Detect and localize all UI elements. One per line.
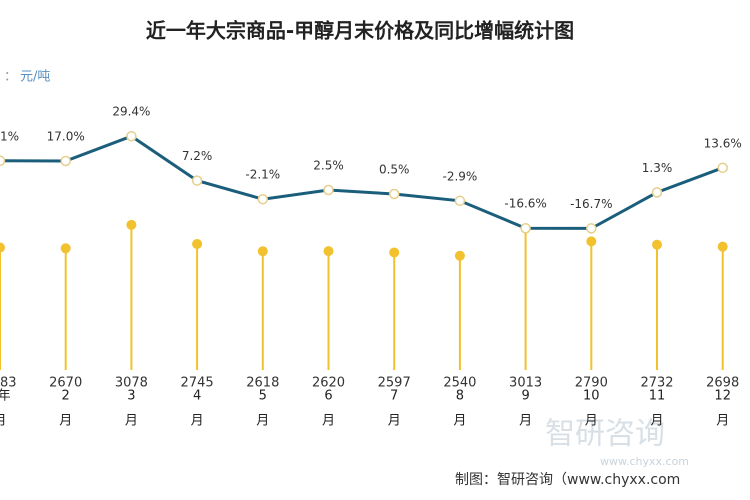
x-tick-label: 5 [259,389,267,404]
lollipop-dot [0,242,5,253]
growth-label: 1.3% [642,161,673,175]
growth-dot [257,193,269,205]
x-tick-label: 3 [127,389,135,404]
price-label: 2745 [181,376,214,391]
price-label: 2683 [0,376,17,391]
growth-dot [717,162,728,174]
price-label: 2670 [49,376,82,391]
lollipop-dot [389,247,400,258]
lollipop-dot [586,236,597,247]
x-tick-label: 2 [62,389,70,404]
growth-label: 0.5% [379,163,410,177]
chart-title: 近一年大宗商品-甲醇月末价格及同比增幅统计图 [146,19,574,43]
x-tick-label: 月 [191,414,204,429]
price-label: 2790 [575,376,608,391]
price-label: 2597 [378,376,411,391]
growth-label: -16.6% [504,197,546,211]
x-tick-label: 月 [519,414,532,429]
growth-label: 2.5% [313,159,344,173]
growth-dot [520,222,531,234]
growth-label: 17.0% [47,130,85,144]
price-label: 2540 [443,376,476,391]
x-tick-label: 12 [714,389,731,404]
x-tick-label: 月 [125,414,138,429]
colon: ： [4,70,17,85]
x-tick-label: 7 [390,389,398,404]
source: 制图：智研咨询（www.chyxx.com [455,472,680,488]
x-tick-label: 月 [453,414,466,429]
x-tick-label: 月 [388,414,401,429]
lollipop-dot [192,238,203,249]
growth-dot [586,223,597,234]
x-tick-label: 6 [324,389,332,404]
growth-dot [126,130,137,142]
growth-line [0,134,724,230]
x-tick-label: 月 [585,414,598,429]
x-tick-label: 10 [583,389,600,404]
x-tick-label: 2年 [0,389,11,404]
x-tick-label: 月 [650,414,663,429]
x-tick-label: 9 [521,389,529,404]
growth-dot [454,195,466,207]
price-label: 2620 [312,376,345,391]
growth-label: 7.2% [182,149,213,163]
lollipop-dot [126,219,137,230]
x-tick-label: 4 [193,389,201,404]
price-label: 3013 [509,376,542,391]
growth-dot [60,155,71,167]
x-tick-label: 8 [456,389,464,404]
lollipop-dot [454,250,465,261]
x-tick-label: 月 [256,414,269,429]
watermark-url: www.chyxx.com [600,455,689,468]
growth-label: 17.1% [0,129,19,143]
unit-label: 元/吨 [20,70,50,85]
growth-label: 29.4% [112,105,150,119]
price-label: 2618 [246,376,279,391]
lollipop-dot [323,246,334,257]
lollipop-dot [717,241,728,252]
x-tick-label: 月 [59,414,72,429]
growth-label: 13.6% [704,136,742,150]
growth-label: -2.1% [245,168,280,182]
lollipop-dot [652,239,662,250]
x-tick-label: 11 [649,389,666,404]
price-label: 3078 [115,376,148,391]
growth-dot [191,175,203,186]
growth-dot [651,187,663,198]
growth-dot [323,184,334,196]
x-tick-label: 月 [716,414,729,429]
price-label: 2732 [640,376,673,391]
growth-label: -2.9% [442,169,477,183]
growth-label: -16.7% [570,197,612,211]
x-tick-label: 月 [0,414,7,429]
price-label: 2698 [706,376,739,391]
lollipop-dot [60,243,71,254]
growth-dot [0,155,6,167]
x-tick-label: 月 [322,414,335,429]
lollipop-dot [257,246,268,257]
growth-dot [388,188,400,200]
watermark: 智研咨询 [545,417,665,452]
